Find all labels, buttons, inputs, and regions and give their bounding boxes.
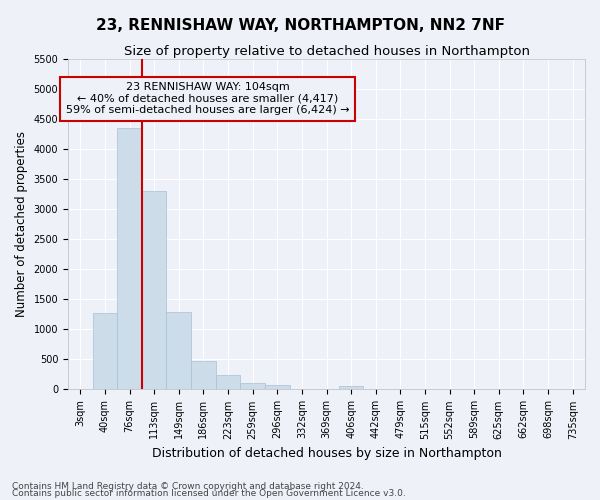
- Bar: [241, 384, 265, 390]
- Bar: [142, 192, 166, 390]
- Bar: [166, 312, 191, 390]
- Y-axis label: Number of detached properties: Number of detached properties: [15, 132, 28, 318]
- Text: 23, RENNISHAW WAY, NORTHAMPTON, NN2 7NF: 23, RENNISHAW WAY, NORTHAMPTON, NN2 7NF: [95, 18, 505, 32]
- Bar: [117, 128, 142, 390]
- Bar: [339, 386, 364, 390]
- Bar: [92, 313, 117, 390]
- Bar: [191, 360, 216, 390]
- Bar: [265, 385, 290, 390]
- Title: Size of property relative to detached houses in Northampton: Size of property relative to detached ho…: [124, 45, 530, 58]
- Bar: [216, 375, 241, 390]
- Text: 23 RENNISHAW WAY: 104sqm
← 40% of detached houses are smaller (4,417)
59% of sem: 23 RENNISHAW WAY: 104sqm ← 40% of detach…: [66, 82, 349, 116]
- Text: Contains public sector information licensed under the Open Government Licence v3: Contains public sector information licen…: [12, 489, 406, 498]
- X-axis label: Distribution of detached houses by size in Northampton: Distribution of detached houses by size …: [152, 447, 502, 460]
- Text: Contains HM Land Registry data © Crown copyright and database right 2024.: Contains HM Land Registry data © Crown c…: [12, 482, 364, 491]
